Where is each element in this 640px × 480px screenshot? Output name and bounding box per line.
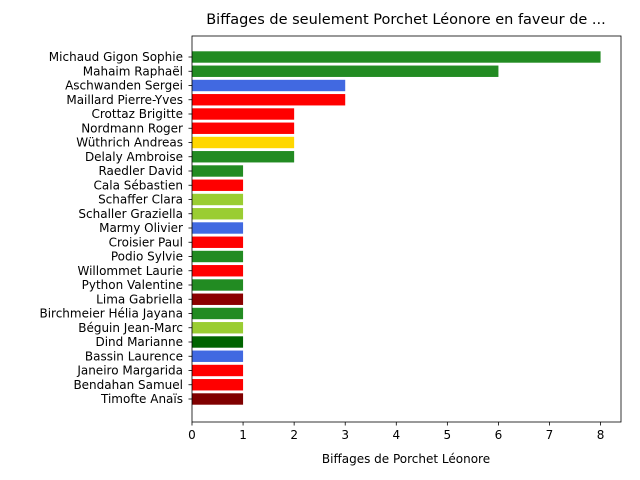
bar xyxy=(192,79,346,92)
y-tick-label: Schaffer Clara xyxy=(98,193,183,207)
bar xyxy=(192,51,601,63)
x-tick-label: 6 xyxy=(495,428,503,442)
y-tick-label: Aschwanden Sergei xyxy=(65,79,183,93)
y-tick-label: Janeiro Margarida xyxy=(76,364,183,378)
chart-title: Biffages de seulement Porchet Léonore en… xyxy=(206,12,606,28)
bar xyxy=(192,236,244,248)
y-tick-label: Raedler David xyxy=(98,164,183,178)
bar xyxy=(192,193,244,206)
y-tick-label: Maillard Pierre-Yves xyxy=(66,93,183,107)
x-axis-label: Biffages de Porchet Léonore xyxy=(322,452,490,466)
plot-frame xyxy=(191,35,622,423)
x-tick-label: 2 xyxy=(290,428,298,442)
bar xyxy=(192,222,244,234)
y-tick-label: Nordmann Roger xyxy=(81,121,183,135)
y-tick-label: Bendahan Samuel xyxy=(73,378,183,392)
bar xyxy=(192,322,244,334)
x-tick-label: 8 xyxy=(597,428,605,442)
y-tick-label: Croisier Paul xyxy=(109,235,183,249)
bar xyxy=(192,279,244,291)
y-tick-label: Python Valentine xyxy=(82,278,183,292)
y-tick-label: Schaller Graziella xyxy=(78,207,183,221)
bar xyxy=(192,250,244,263)
y-tick-label: Delaly Ambroise xyxy=(85,150,183,164)
bar xyxy=(192,293,244,305)
y-tick-label: Podio Sylvie xyxy=(111,250,183,264)
bar xyxy=(192,165,244,177)
y-tick-label: Bassin Laurence xyxy=(85,349,183,363)
y-tick-label: Timofte Anaïs xyxy=(100,392,183,406)
y-tick-label: Marmy Olivier xyxy=(99,221,183,235)
bar xyxy=(192,122,295,134)
y-tick-label: Crottaz Brigitte xyxy=(91,107,183,121)
y-tick-label: Cala Sébastien xyxy=(94,178,183,192)
x-tick-label: 0 xyxy=(188,428,196,442)
y-tick-label: Béguin Jean-Marc xyxy=(78,321,183,335)
bar xyxy=(192,393,244,405)
bar xyxy=(192,65,499,77)
bar xyxy=(192,151,295,163)
bar xyxy=(192,379,244,391)
y-tick-label: Wüthrich Andreas xyxy=(76,136,183,150)
bar xyxy=(192,336,244,348)
y-tick-label: Birchmeier Hélia Jayana xyxy=(39,307,183,321)
y-tick-label: Willommet Laurie xyxy=(77,264,183,278)
x-tick-label: 7 xyxy=(546,428,554,442)
x-tick-label: 4 xyxy=(392,428,400,442)
bar xyxy=(192,108,295,120)
y-tick-label: Mahaim Raphaël xyxy=(83,64,183,78)
x-tick-label: 5 xyxy=(444,428,452,442)
bar xyxy=(192,265,244,277)
bar xyxy=(192,350,244,362)
bar xyxy=(192,136,295,149)
bar xyxy=(192,179,244,191)
bar xyxy=(192,208,244,220)
bars-group xyxy=(192,51,601,405)
x-tick-label: 3 xyxy=(341,428,349,442)
bar xyxy=(192,364,244,377)
bar xyxy=(192,94,346,106)
y-tick-label: Lima Gabriella xyxy=(96,292,183,306)
y-tick-label: Michaud Gigon Sophie xyxy=(49,50,183,64)
y-tick-label: Dind Marianne xyxy=(95,335,183,349)
bar xyxy=(192,307,244,320)
x-tick-label: 1 xyxy=(239,428,247,442)
x-axis-ticks: 0 1 2 3 4 5 6 7 8 xyxy=(188,422,604,442)
